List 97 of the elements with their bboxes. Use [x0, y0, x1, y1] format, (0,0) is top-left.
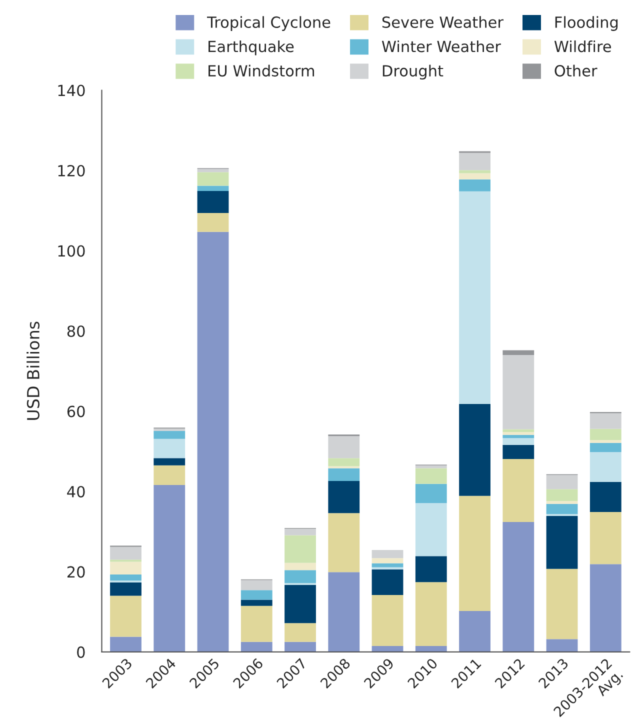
legend-label: Wildfire	[554, 40, 611, 52]
bar	[590, 428, 622, 440]
bar	[415, 556, 447, 582]
bar	[154, 465, 186, 486]
bar	[502, 355, 534, 430]
legend-label: Severe Weather	[382, 16, 504, 28]
bar	[415, 646, 447, 652]
bar	[328, 481, 360, 514]
bar	[110, 574, 142, 581]
y-tick-label: 120	[58, 164, 85, 177]
bar	[546, 475, 578, 490]
bar	[415, 503, 447, 556]
bar	[110, 582, 142, 596]
bar	[154, 428, 186, 431]
bar	[546, 516, 578, 569]
bar	[502, 444, 534, 459]
bar	[590, 512, 622, 564]
bar	[546, 501, 578, 504]
bar	[590, 413, 622, 429]
bar	[546, 504, 578, 514]
bar	[284, 623, 316, 642]
y-tick-label: 140	[58, 84, 85, 96]
bar	[459, 152, 490, 170]
bar	[372, 569, 404, 595]
bar	[328, 468, 360, 482]
bar	[415, 582, 447, 646]
bar	[197, 168, 229, 172]
bar	[590, 452, 622, 482]
y-tick-label: 80	[67, 325, 85, 338]
bar	[459, 191, 490, 404]
legend-label: Flooding	[555, 16, 618, 31]
bar	[197, 232, 229, 652]
bar	[328, 572, 360, 652]
bar	[240, 606, 272, 642]
bar	[284, 535, 316, 563]
bar	[459, 611, 490, 652]
bar	[154, 430, 186, 439]
bar	[154, 438, 186, 458]
y-tick-label: 40	[67, 486, 85, 498]
bar	[154, 458, 186, 466]
bar	[459, 170, 490, 174]
bar	[459, 404, 490, 496]
bar	[415, 484, 447, 504]
bar	[110, 596, 142, 637]
y-axis-title: USD Billions	[26, 322, 40, 420]
bar	[546, 568, 578, 640]
bar	[328, 513, 360, 572]
bar	[546, 639, 578, 652]
bar	[372, 558, 404, 564]
legend-label: Earthquake	[208, 40, 294, 56]
legend-label: Drought	[382, 64, 444, 80]
bar	[197, 190, 229, 214]
bar	[372, 594, 404, 646]
y-tick-label: 0	[77, 646, 85, 658]
bar	[154, 485, 186, 652]
bar	[502, 522, 534, 652]
bar	[284, 642, 316, 652]
legend-label: Winter Weather	[382, 40, 501, 52]
bar	[240, 600, 272, 606]
bar	[284, 584, 316, 624]
bar	[197, 186, 229, 191]
bar	[546, 489, 578, 502]
bar	[110, 562, 142, 575]
y-tick-label: 20	[67, 566, 85, 578]
bar	[284, 562, 316, 570]
bar	[284, 570, 316, 583]
bar	[502, 350, 534, 356]
bar	[502, 432, 534, 435]
bar	[328, 458, 360, 466]
legend-label: Other	[554, 64, 598, 77]
bar	[590, 564, 622, 652]
y-tick-label: 60	[67, 406, 85, 418]
bar	[240, 590, 272, 600]
bar	[415, 468, 447, 484]
bar	[590, 440, 622, 443]
bar	[197, 213, 229, 232]
legend-label: EU Windstorm	[208, 64, 314, 77]
bar	[502, 434, 534, 438]
bar	[459, 496, 490, 612]
bar	[372, 550, 404, 558]
bar	[502, 458, 534, 522]
bar	[110, 546, 142, 560]
bar	[197, 172, 229, 186]
bar	[240, 642, 272, 652]
bar	[372, 563, 404, 568]
bar	[372, 646, 404, 652]
y-tick-label: 100	[58, 245, 85, 257]
bar	[459, 179, 490, 192]
bar	[502, 438, 534, 445]
bar	[110, 636, 142, 652]
bar	[284, 528, 316, 536]
bar	[459, 173, 490, 180]
bar	[590, 482, 622, 512]
legend-label: Tropical Cyclone	[207, 16, 330, 31]
bar	[590, 442, 622, 452]
bar	[328, 436, 360, 458]
bar	[240, 580, 272, 590]
